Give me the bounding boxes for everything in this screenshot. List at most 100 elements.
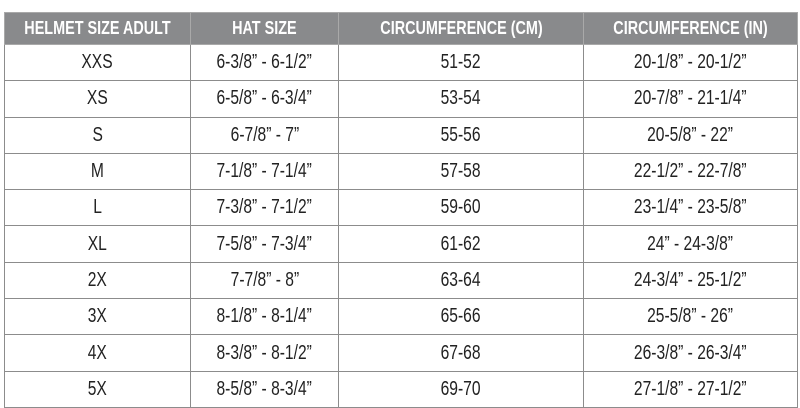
cell-circumference-in: 23-1/4” - 23-5/8” [583, 189, 798, 227]
cell-text: L [93, 196, 102, 219]
cell-helmet-size: XL [4, 225, 191, 263]
cell-text: 63-64 [441, 268, 481, 291]
header-label: CIRCUMFERENCE (IN) [613, 18, 768, 38]
cell-text: 20-5/8” - 22” [647, 123, 734, 146]
cell-text: 69-70 [441, 377, 481, 400]
cell-hat-size: 7-1/8” - 7-1/4” [190, 152, 339, 191]
cell-circumference-cm: 53-54 [338, 80, 584, 118]
cell-helmet-size: M [4, 152, 191, 191]
cell-helmet-size: 3X [4, 298, 191, 336]
cell-circumference-in: 20-1/8” - 20-1/2” [583, 43, 798, 82]
table-body: XXS 6-3/8” - 6-1/2” 51-52 20-1/8” - 20-1/2”… [4, 43, 798, 408]
cell-hat-size: 8-1/8” - 8-1/4” [190, 298, 339, 336]
cell-circumference-in: 24-3/4” - 25-1/2” [583, 261, 798, 300]
cell-text: 6-7/8” - 7” [230, 123, 299, 146]
cell-text: XL [87, 232, 108, 255]
table-row: L 7-3/8” - 7-1/2” 59-60 23-1/4” - 23-5/8” [4, 189, 798, 227]
table-row: 5X 8-5/8” - 8-3/4” 69-70 27-1/8” - 27-1/2” [4, 370, 798, 408]
cell-text: 20-1/8” - 20-1/2” [634, 51, 747, 74]
table-row: S 6-7/8” - 7” 55-56 20-5/8” - 22” [4, 116, 798, 154]
cell-text: 5X [87, 377, 108, 400]
cell-hat-size: 6-3/8” - 6-1/2” [190, 43, 339, 82]
cell-text: 7-1/8” - 7-1/4” [216, 160, 313, 183]
cell-hat-size: 7-3/8” - 7-1/2” [190, 189, 339, 227]
cell-text: 6-3/8” - 6-1/2” [216, 51, 313, 74]
header-helmet-size: HELMET SIZE ADULT [4, 12, 191, 45]
cell-circumference-in: 22-1/2” - 22-7/8” [583, 152, 798, 191]
table-row: M 7-1/8” - 7-1/4” 57-58 22-1/2” - 22-7/8” [4, 152, 798, 191]
cell-text: 61-62 [441, 232, 481, 255]
cell-text: 4X [87, 341, 108, 364]
cell-hat-size: 8-5/8” - 8-3/4” [190, 370, 339, 408]
header-circumference-in: CIRCUMFERENCE (IN) [583, 12, 798, 45]
header-label: HAT SIZE [232, 18, 297, 38]
helmet-size-table: HELMET SIZE ADULT HAT SIZE CIRCUMFERENCE (… [4, 12, 798, 408]
cell-helmet-size: 4X [4, 334, 191, 372]
cell-circumference-in: 26-3/8” - 26-3/4” [583, 334, 798, 372]
cell-text: 59-60 [441, 196, 481, 219]
cell-hat-size: 6-5/8” - 6-3/4” [190, 80, 339, 118]
cell-text: S [92, 123, 103, 146]
cell-text: XS [87, 87, 108, 110]
cell-text: 24” - 24-3/8” [647, 232, 734, 255]
cell-text: XXS [81, 51, 114, 74]
cell-circumference-in: 27-1/8” - 27-1/2” [583, 370, 798, 408]
cell-text: 8-5/8” - 8-3/4” [216, 377, 313, 400]
cell-circumference-in: 20-7/8” - 21-1/4” [583, 80, 798, 118]
cell-helmet-size: XS [4, 80, 191, 118]
header-row: HELMET SIZE ADULT HAT SIZE CIRCUMFERENCE (… [4, 12, 798, 45]
cell-text: 3X [87, 305, 108, 328]
cell-text: 22-1/2” - 22-7/8” [634, 160, 747, 183]
cell-text: 65-66 [441, 305, 481, 328]
cell-circumference-cm: 65-66 [338, 298, 584, 336]
header-hat-size: HAT SIZE [190, 12, 339, 45]
header-label: CIRCUMFERENCE (CM) [379, 18, 543, 38]
cell-text: 6-5/8” - 6-3/4” [216, 87, 313, 110]
cell-text: M [90, 160, 104, 183]
cell-text: 7-3/8” - 7-1/2” [216, 196, 313, 219]
cell-text: 57-58 [441, 160, 481, 183]
cell-hat-size: 7-7/8” - 8” [190, 261, 339, 300]
cell-text: 7-7/8” - 8” [230, 268, 299, 291]
cell-circumference-cm: 55-56 [338, 116, 584, 154]
header-circumference-cm: CIRCUMFERENCE (CM) [338, 12, 584, 45]
cell-hat-size: 8-3/8” - 8-1/2” [190, 334, 339, 372]
table-row: 4X 8-3/8” - 8-1/2” 67-68 26-3/8” - 26-3/4” [4, 334, 798, 372]
cell-helmet-size: XXS [4, 43, 191, 82]
cell-text: 2X [87, 268, 108, 291]
cell-text: 55-56 [441, 123, 481, 146]
cell-text: 23-1/4” - 23-5/8” [634, 196, 747, 219]
cell-text: 26-3/8” - 26-3/4” [634, 341, 747, 364]
table-row: 2X 7-7/8” - 8” 63-64 24-3/4” - 25-1/2” [4, 261, 798, 300]
cell-circumference-cm: 61-62 [338, 225, 584, 263]
cell-text: 53-54 [441, 87, 481, 110]
cell-hat-size: 6-7/8” - 7” [190, 116, 339, 154]
cell-text: 20-7/8” - 21-1/4” [634, 87, 747, 110]
cell-circumference-cm: 51-52 [338, 43, 584, 82]
cell-text: 27-1/8” - 27-1/2” [634, 377, 747, 400]
cell-circumference-cm: 67-68 [338, 334, 584, 372]
cell-helmet-size: 5X [4, 370, 191, 408]
table-row: XXS 6-3/8” - 6-1/2” 51-52 20-1/8” - 20-1/2” [4, 43, 798, 82]
cell-helmet-size: 2X [4, 261, 191, 300]
cell-helmet-size: S [4, 116, 191, 154]
cell-text: 24-3/4” - 25-1/2” [634, 268, 747, 291]
cell-text: 25-5/8” - 26” [647, 305, 734, 328]
cell-circumference-in: 25-5/8” - 26” [583, 298, 798, 336]
cell-text: 67-68 [441, 341, 481, 364]
table-row: 3X 8-1/8” - 8-1/4” 65-66 25-5/8” - 26” [4, 298, 798, 336]
cell-text: 8-3/8” - 8-1/2” [216, 341, 313, 364]
cell-text: 7-5/8” - 7-3/4” [216, 232, 313, 255]
cell-circumference-in: 24” - 24-3/8” [583, 225, 798, 263]
cell-text: 8-1/8” - 8-1/4” [216, 305, 313, 328]
cell-hat-size: 7-5/8” - 7-3/4” [190, 225, 339, 263]
cell-circumference-cm: 63-64 [338, 261, 584, 300]
table-row: XS 6-5/8” - 6-3/4” 53-54 20-7/8” - 21-1/4” [4, 80, 798, 118]
cell-circumference-cm: 69-70 [338, 370, 584, 408]
cell-circumference-cm: 57-58 [338, 152, 584, 191]
cell-circumference-in: 20-5/8” - 22” [583, 116, 798, 154]
table-row: XL 7-5/8” - 7-3/4” 61-62 24” - 24-3/8” [4, 225, 798, 263]
cell-text: 51-52 [441, 51, 481, 74]
cell-helmet-size: L [4, 189, 191, 227]
header-label: HELMET SIZE ADULT [24, 18, 171, 38]
